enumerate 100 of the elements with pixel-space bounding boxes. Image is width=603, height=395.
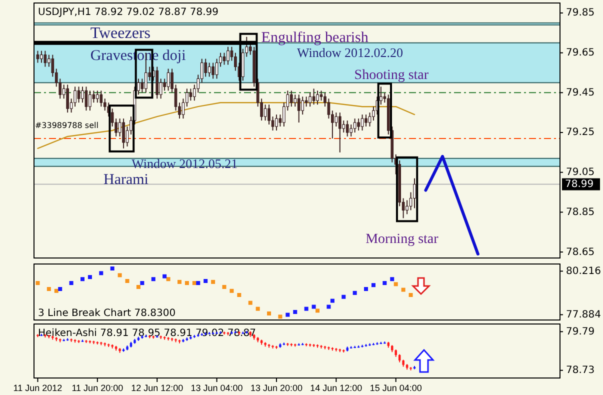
point	[352, 290, 357, 295]
point	[80, 277, 84, 282]
y-tick-label: 78.65	[566, 246, 595, 258]
y-tick-label: 78.73	[566, 365, 595, 376]
point	[401, 288, 406, 292]
x-tick-label: 11 Jun 20:00	[72, 383, 124, 393]
point	[364, 287, 368, 292]
point	[316, 308, 320, 313]
point	[371, 283, 376, 288]
point	[211, 280, 216, 284]
point	[46, 287, 51, 292]
point	[162, 274, 167, 278]
x-tick-label: 13 Jun 20:00	[250, 383, 303, 393]
candlestick	[346, 120, 349, 137]
point	[166, 277, 170, 282]
candlestick	[297, 94, 300, 124]
point	[54, 288, 58, 293]
annotation: Engulfing bearish	[261, 30, 369, 46]
candlestick	[304, 96, 308, 108]
candlestick	[212, 62, 214, 80]
candlestick	[100, 90, 103, 108]
candlestick	[406, 200, 408, 215]
candlestick	[189, 88, 192, 102]
point	[312, 304, 316, 309]
y-tick-label: 78.85	[566, 206, 595, 218]
candlestick	[88, 90, 92, 112]
chart-title: USDJPY,H1 78.92 79.02 78.87 78.99	[38, 7, 219, 18]
candlestick	[368, 112, 372, 128]
point	[390, 277, 394, 282]
candlestick	[40, 50, 43, 64]
point	[151, 277, 156, 282]
x-tick-label: 12 Jun 12:00	[131, 383, 184, 393]
candlestick	[96, 90, 99, 104]
text: 3 Line Break Chart 78.8300	[38, 308, 176, 319]
line-series	[37, 102, 416, 150]
candlestick	[364, 114, 368, 128]
point	[408, 292, 413, 297]
candlestick	[342, 120, 346, 133]
y-tick-label: 77.884	[566, 309, 601, 320]
candlestick	[301, 96, 304, 116]
point	[293, 310, 298, 314]
y-tick-label: 79.79	[566, 326, 595, 338]
point	[36, 281, 40, 286]
point	[118, 273, 122, 278]
point	[99, 271, 104, 276]
candlestick	[156, 66, 159, 100]
point	[256, 306, 260, 311]
point	[382, 281, 387, 286]
candlestick	[204, 58, 208, 78]
y-tick-label: 79.85	[566, 8, 595, 19]
candlestick	[350, 124, 353, 137]
y-tick-label: 79.25	[566, 127, 595, 138]
candlestick	[81, 86, 84, 104]
x-tick-label: 11 Jun 2012	[13, 383, 62, 393]
candlestick	[360, 114, 364, 131]
candlestick	[316, 90, 319, 106]
candlestick	[137, 78, 140, 96]
candlestick	[44, 50, 47, 68]
annotation: #33989788 sell	[34, 121, 98, 130]
candlestick	[92, 90, 96, 104]
point	[394, 282, 398, 286]
point	[110, 266, 114, 270]
point	[88, 275, 92, 280]
point	[286, 312, 290, 317]
annotation: Tweezers	[90, 25, 151, 42]
point	[69, 281, 74, 286]
point	[326, 304, 331, 309]
candlestick	[275, 114, 278, 131]
point	[204, 278, 208, 283]
x-tick-label: 14 Jun 12:00	[310, 383, 362, 393]
point	[330, 298, 334, 303]
x-tick-label: 15 Jun 04:00	[370, 383, 422, 393]
ref-line-label: 78.99	[565, 179, 594, 190]
candlestick	[208, 62, 211, 78]
y-tick-label: 80.216	[566, 266, 601, 277]
point	[278, 314, 282, 319]
point	[140, 281, 144, 286]
point	[136, 284, 140, 289]
point	[342, 294, 346, 299]
candlestick	[338, 112, 342, 153]
y-tick-label: 79.45	[566, 87, 595, 98]
point	[58, 287, 62, 292]
annotation: Harami	[104, 172, 148, 188]
candlestick	[268, 104, 270, 126]
point	[196, 281, 200, 286]
candlestick	[334, 112, 338, 128]
candlestick	[353, 118, 356, 133]
y-tick-label: 79.65	[566, 48, 595, 59]
candlestick	[308, 92, 312, 108]
annotation: Shooting star	[354, 68, 429, 83]
point	[304, 306, 308, 311]
point	[230, 288, 234, 293]
point	[222, 284, 226, 289]
point	[177, 280, 182, 284]
candlestick	[66, 84, 69, 114]
annotation: Morning star	[366, 232, 439, 247]
candlestick	[122, 118, 125, 149]
candlestick	[226, 46, 230, 66]
candlestick	[380, 86, 382, 106]
candlestick	[294, 94, 297, 108]
